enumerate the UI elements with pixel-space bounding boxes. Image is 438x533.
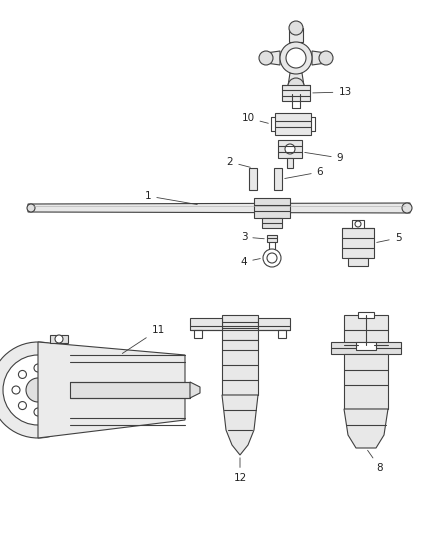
Bar	[222, 315, 258, 340]
Circle shape	[56, 386, 64, 394]
Text: 3: 3	[241, 232, 264, 242]
Circle shape	[34, 364, 42, 372]
Bar	[194, 330, 202, 338]
Text: 12: 12	[233, 458, 247, 483]
Circle shape	[18, 401, 26, 409]
Bar	[342, 228, 374, 258]
Bar	[70, 382, 190, 398]
Bar	[222, 340, 258, 395]
Bar	[267, 235, 277, 242]
Circle shape	[259, 51, 273, 65]
Circle shape	[18, 370, 26, 378]
Circle shape	[355, 221, 361, 227]
Text: 6: 6	[285, 167, 323, 179]
Polygon shape	[222, 395, 258, 455]
Bar	[358, 312, 374, 318]
Circle shape	[55, 335, 63, 343]
Circle shape	[49, 370, 57, 378]
Bar	[331, 342, 401, 354]
Bar	[50, 335, 68, 343]
Polygon shape	[266, 51, 280, 65]
Circle shape	[267, 253, 277, 263]
Circle shape	[12, 386, 20, 394]
Bar	[262, 218, 282, 228]
Polygon shape	[190, 382, 200, 398]
Circle shape	[263, 249, 281, 267]
Text: 2: 2	[227, 157, 250, 167]
Circle shape	[49, 401, 57, 409]
Bar	[274, 168, 282, 190]
Circle shape	[280, 42, 312, 74]
Bar	[275, 113, 311, 135]
Bar	[352, 220, 364, 228]
Circle shape	[319, 51, 333, 65]
Polygon shape	[38, 342, 185, 438]
Bar	[344, 354, 388, 409]
Bar	[282, 85, 310, 101]
Bar	[348, 258, 368, 266]
Polygon shape	[312, 51, 326, 65]
Circle shape	[26, 378, 50, 402]
Circle shape	[3, 355, 73, 425]
Circle shape	[27, 204, 35, 212]
Polygon shape	[344, 409, 388, 448]
Text: 4: 4	[241, 257, 260, 267]
Text: 10: 10	[241, 113, 268, 123]
Text: 1: 1	[145, 191, 197, 205]
Text: 9: 9	[305, 152, 343, 163]
Bar	[190, 318, 222, 330]
Bar	[258, 318, 290, 330]
Text: 8: 8	[367, 450, 383, 473]
Bar	[278, 330, 286, 338]
Polygon shape	[289, 28, 303, 42]
Text: 11: 11	[122, 325, 165, 353]
Circle shape	[285, 144, 295, 154]
Circle shape	[286, 48, 306, 68]
Circle shape	[34, 408, 42, 416]
Bar	[278, 140, 302, 158]
Polygon shape	[356, 342, 376, 350]
Circle shape	[0, 342, 86, 438]
Text: 5: 5	[377, 233, 401, 243]
Text: 13: 13	[313, 87, 352, 97]
Bar	[249, 168, 257, 190]
Circle shape	[402, 203, 412, 213]
Circle shape	[289, 21, 303, 35]
Bar	[287, 158, 293, 168]
Bar	[254, 198, 290, 218]
Polygon shape	[28, 203, 410, 213]
Bar	[344, 315, 388, 345]
Polygon shape	[288, 73, 304, 86]
Circle shape	[288, 78, 304, 94]
